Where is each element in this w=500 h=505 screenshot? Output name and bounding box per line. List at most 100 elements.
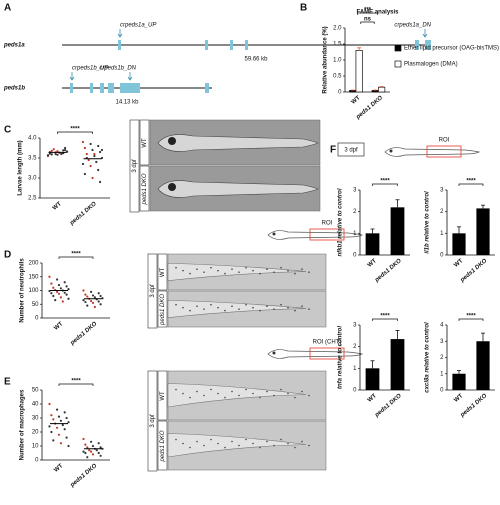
exon [245, 40, 248, 50]
y-tick-label: 3 [440, 188, 444, 194]
y-tick-label: 3.5 [28, 156, 37, 162]
data-point [46, 154, 50, 157]
exon [205, 40, 208, 50]
cell-dot [196, 268, 198, 270]
bar [476, 208, 490, 255]
y-tick-label: 3 [440, 339, 444, 345]
data-point [91, 453, 95, 456]
cell-dot [231, 440, 233, 443]
y-axis-label: Relative abundance (%) [323, 26, 329, 93]
y-tick-label: 40 [32, 402, 39, 408]
data-point [91, 176, 94, 180]
data-point [65, 416, 68, 420]
data-point [91, 294, 95, 297]
cell-dot [259, 309, 261, 312]
significance-bracket [372, 318, 398, 321]
fish-eye [272, 351, 276, 355]
fish [157, 134, 319, 152]
cell-dot [238, 394, 240, 397]
panel-label: B [300, 3, 307, 14]
bar [355, 50, 363, 93]
data-point [50, 292, 53, 295]
data-point [48, 152, 52, 155]
cell-dot [266, 305, 268, 307]
y-tick-label: 0 [338, 90, 342, 96]
y-tick-label: 30 [32, 416, 39, 422]
panel-label: A [4, 3, 11, 14]
x-tick-label: WT [453, 258, 464, 269]
data-point [99, 294, 102, 298]
x-tick-label: peds1 DKO [373, 393, 403, 419]
data-point [95, 160, 98, 164]
guide-arrow [69, 72, 75, 81]
cell-dot [182, 442, 184, 445]
data-point [89, 164, 92, 168]
data-point [84, 300, 87, 304]
x-tick-label: WT [53, 321, 64, 332]
y-tick-label: 2 [353, 209, 357, 215]
x-tick-label: WT [52, 201, 63, 212]
data-point [97, 144, 100, 148]
stage-box [147, 370, 158, 472]
guide-arrow [422, 29, 428, 38]
data-point [101, 447, 104, 450]
cell-dot [245, 438, 247, 441]
stage-box [337, 142, 365, 157]
data-point [81, 162, 85, 166]
data-point [60, 152, 63, 156]
guide-arrow [117, 29, 123, 38]
y-tick-label: 0 [35, 458, 39, 464]
data-point [50, 153, 53, 156]
roi-label: ROI [439, 138, 450, 144]
y-tick-label: 1 [353, 231, 357, 237]
cell-dot [273, 394, 275, 397]
cell-dot [203, 271, 205, 273]
y-tick-label: 3.0 [28, 176, 37, 182]
y-axis-label: nfkb1 relative to control [338, 188, 344, 256]
cell-dot [203, 444, 205, 447]
data-point [56, 408, 59, 411]
data-point [87, 158, 90, 162]
legend-swatch [394, 60, 402, 68]
y-tick-label: 4 [440, 323, 444, 329]
significance-bracket [458, 318, 484, 321]
y-tick-label: 100 [28, 288, 39, 294]
bar [452, 373, 466, 390]
data-point [97, 451, 100, 455]
cell-dot [287, 392, 289, 395]
cell-dot [238, 444, 240, 447]
data-point [67, 297, 70, 300]
cell-dot [308, 308, 310, 310]
data-point [63, 428, 66, 431]
y-tick-label: 50 [32, 302, 39, 308]
bar [349, 90, 357, 93]
cell-dot [210, 438, 212, 441]
bar [365, 233, 380, 255]
cell-dot [252, 442, 254, 445]
y-tick-label: 0 [353, 253, 357, 259]
guide-arrow [127, 72, 133, 81]
y-tick-label: 1 [353, 366, 357, 372]
data-point [57, 433, 61, 436]
data-point [48, 425, 51, 428]
data-point [85, 152, 88, 156]
exon [230, 40, 233, 50]
row-label-box [157, 253, 168, 291]
exon [90, 83, 93, 93]
cell-dot [217, 392, 219, 395]
data-point [86, 295, 89, 298]
cell-dot [287, 442, 289, 445]
cell-dot [238, 308, 240, 310]
data-point [82, 289, 85, 292]
x-tick-label: WT [367, 393, 378, 404]
data-point [97, 168, 100, 172]
x-tick-label: WT [453, 393, 464, 404]
roi-label: ROI (CHT) [313, 340, 342, 346]
data-point [93, 296, 96, 299]
data-point [64, 148, 67, 152]
data-point [52, 148, 55, 151]
guide-label: crpeds1a_DN [394, 23, 431, 29]
data-point [88, 449, 91, 452]
data-point [54, 152, 57, 156]
data-point [48, 402, 51, 406]
